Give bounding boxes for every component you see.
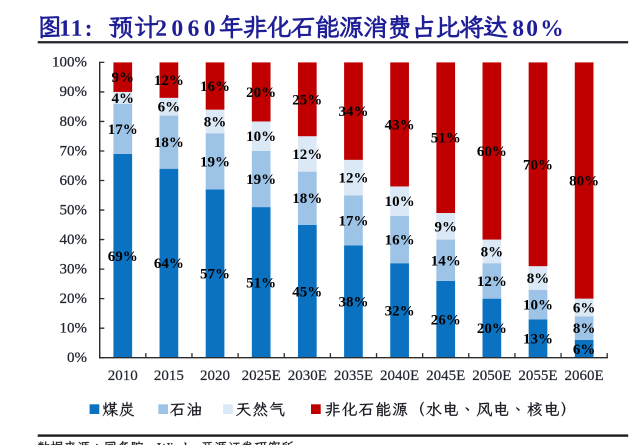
svg-text:16%: 16% (200, 79, 230, 95)
svg-text:20%: 20% (477, 321, 507, 337)
svg-text:6%: 6% (573, 301, 596, 317)
svg-text:20%: 20% (60, 291, 88, 307)
svg-text:17%: 17% (108, 122, 138, 138)
svg-text:20%: 20% (246, 85, 276, 101)
svg-text:10%: 10% (385, 194, 415, 210)
svg-text:60%: 60% (477, 144, 507, 160)
svg-text:9%: 9% (434, 219, 457, 235)
svg-text:50%: 50% (60, 202, 88, 218)
svg-text:30%: 30% (60, 261, 88, 277)
svg-text:2040E: 2040E (380, 368, 419, 384)
svg-text:12%: 12% (338, 171, 368, 187)
svg-text:9%: 9% (112, 70, 135, 86)
svg-text:8%: 8% (573, 321, 596, 337)
svg-text:6%: 6% (573, 342, 596, 358)
svg-text:2030E: 2030E (288, 368, 327, 384)
svg-text:2035E: 2035E (334, 368, 373, 384)
svg-text:8%: 8% (481, 244, 504, 260)
svg-text:18%: 18% (292, 191, 322, 207)
svg-text:32%: 32% (385, 303, 415, 319)
svg-text:69%: 69% (108, 249, 138, 265)
svg-text:51%: 51% (431, 131, 461, 147)
svg-text:12%: 12% (292, 147, 322, 163)
svg-text:17%: 17% (338, 213, 368, 229)
svg-text:25%: 25% (292, 92, 322, 108)
svg-text:2025E: 2025E (242, 368, 281, 384)
svg-text:26%: 26% (431, 312, 461, 328)
svg-text:19%: 19% (200, 154, 230, 170)
svg-text:2055E: 2055E (518, 368, 557, 384)
svg-text:80%: 80% (569, 174, 599, 190)
svg-text:16%: 16% (385, 233, 415, 249)
svg-text:2045E: 2045E (426, 368, 465, 384)
svg-text:2060E: 2060E (565, 368, 604, 384)
svg-text:6%: 6% (158, 100, 181, 116)
svg-text:10%: 10% (246, 129, 276, 145)
svg-text:2050E: 2050E (472, 368, 511, 384)
svg-text:34%: 34% (338, 104, 368, 120)
svg-text:12%: 12% (154, 73, 184, 89)
svg-text:8%: 8% (204, 114, 227, 130)
svg-text:80%: 80% (60, 114, 88, 130)
svg-text:57%: 57% (200, 267, 230, 283)
svg-text:45%: 45% (292, 284, 322, 300)
svg-text:60%: 60% (60, 173, 88, 189)
svg-text:8%: 8% (527, 271, 550, 287)
svg-text:13%: 13% (523, 332, 553, 348)
svg-text:10%: 10% (60, 320, 88, 336)
svg-text:40%: 40% (60, 232, 88, 248)
svg-text:38%: 38% (338, 295, 368, 311)
svg-text:2015: 2015 (154, 368, 184, 384)
svg-text:2010: 2010 (108, 368, 138, 384)
svg-text:51%: 51% (246, 275, 276, 291)
svg-text:0%: 0% (67, 350, 87, 366)
svg-text:4%: 4% (112, 91, 135, 107)
svg-text:2020: 2020 (200, 368, 230, 384)
svg-text:12%: 12% (477, 274, 507, 290)
svg-text:43%: 43% (385, 117, 415, 133)
svg-text:90%: 90% (60, 84, 88, 100)
svg-text:18%: 18% (154, 135, 184, 151)
svg-text:70%: 70% (60, 143, 88, 159)
svg-text:10%: 10% (523, 298, 553, 314)
svg-text:64%: 64% (154, 256, 184, 272)
svg-text:100%: 100% (52, 55, 87, 71)
svg-text:19%: 19% (246, 172, 276, 188)
svg-text:14%: 14% (431, 253, 461, 269)
svg-text:70%: 70% (523, 157, 553, 173)
